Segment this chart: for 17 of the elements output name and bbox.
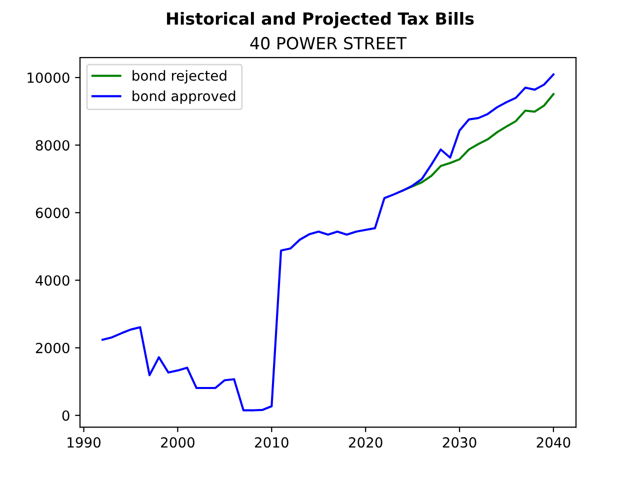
x-tick-label: 2040 xyxy=(536,437,570,448)
y-tick-label: 2000 xyxy=(36,342,70,354)
x-tick-label: 1990 xyxy=(68,437,101,448)
y-tick-label: 6000 xyxy=(36,208,70,218)
x-tick-label: 2030 xyxy=(442,437,476,448)
chart-title: Historical and Projected Tax Bills xyxy=(167,12,474,28)
line-series xyxy=(402,93,554,192)
y-tick-label: 10000 xyxy=(28,72,70,84)
legend-label: bond approved xyxy=(132,90,236,104)
y-tick-label: 8000 xyxy=(36,140,70,151)
x-tick-label: 2020 xyxy=(348,437,382,448)
x-tick-label: 2000 xyxy=(161,437,194,448)
x-tick-label: 2010 xyxy=(254,437,288,448)
y-tick-label: 4000 xyxy=(36,275,70,286)
legend-label: bond rejected xyxy=(132,70,226,84)
y-tick-label: 0 xyxy=(62,410,70,421)
chart-subtitle: 40 POWER STREET xyxy=(250,36,407,50)
